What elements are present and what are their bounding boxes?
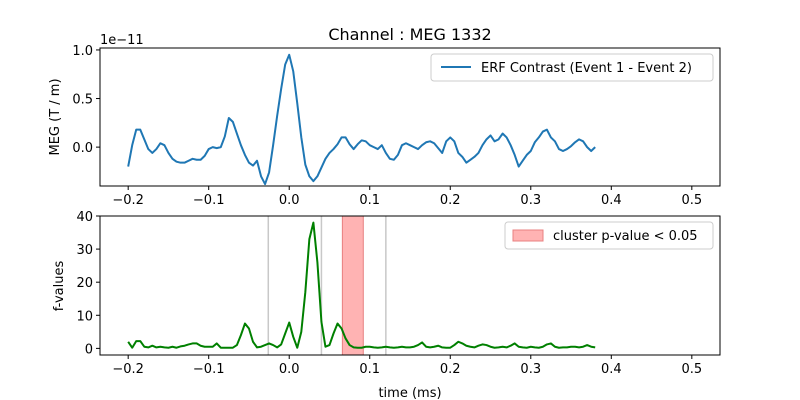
bottom-xtick-label: 0.4 (601, 362, 622, 377)
bottom-axes-frame (99, 215, 721, 356)
erf-contrast-line (127, 53, 596, 186)
bottom-ytick-label: 30 (76, 243, 93, 258)
bottom-ytick-label: 20 (76, 276, 93, 291)
bottom-ytick-label: 10 (76, 309, 93, 324)
bottom-xtick-label: 0.2 (440, 362, 461, 377)
top-legend-label: ERF Contrast (Event 1 - Event 2) (481, 61, 692, 76)
bottom-xtick-label: 0.5 (681, 362, 702, 377)
f-values-line (127, 221, 596, 349)
top-xtick-label: 0.3 (520, 193, 541, 208)
bottom-axes: −0.2 −0.1 0.0 0.1 0.2 0.3 0.4 0.5 0 10 20 30 40 f-va… (52, 210, 721, 400)
bottom-ytick-label: 0 (85, 342, 93, 357)
bottom-xtick-label: 0.3 (520, 362, 541, 377)
bottom-ytick-label: 40 (76, 210, 93, 225)
bottom-ticks: −0.2 −0.1 0.0 0.1 0.2 0.3 0.4 0.5 0 10 20 30 40 (76, 210, 702, 377)
top-ytick-label: 1.0 (72, 44, 93, 59)
top-ytick-label: 0.5 (72, 93, 93, 108)
top-ticks: −0.2 −0.1 0.0 0.1 0.2 0.3 0.4 0.5 0.0 0.5 1.0 (72, 44, 702, 208)
top-axes: −0.2 −0.1 0.0 0.1 0.2 0.3 0.4 0.5 0.0 0.5 1.0 1e−1… (48, 33, 721, 208)
bottom-legend-label: cluster p-value < 0.05 (553, 229, 698, 244)
top-xtick-label: 0.1 (359, 193, 380, 208)
bottom-xtick-label: −0.2 (112, 362, 144, 377)
bottom-xlabel: time (ms) (378, 386, 441, 400)
bottom-xtick-label: 0.0 (279, 362, 300, 377)
top-xtick-label: 0.4 (601, 193, 622, 208)
bottom-legend-box (504, 221, 714, 250)
bottom-xtick-label: 0.1 (359, 362, 380, 377)
top-axes-frame (99, 47, 721, 187)
top-xtick-label: −0.1 (193, 193, 225, 208)
cluster-legend-patch-icon (512, 229, 544, 242)
top-legend: ERF Contrast (Event 1 - Event 2) (430, 53, 714, 82)
top-offset-text: 1e−11 (100, 33, 144, 48)
bottom-ylabel: f-values (52, 261, 67, 312)
bottom-vlines (267, 216, 387, 355)
bottom-legend: cluster p-value < 0.05 (504, 221, 714, 250)
top-ytick-label: 0.0 (72, 141, 93, 156)
top-xtick-label: 0.2 (440, 193, 461, 208)
chart-title: Channel : MEG 1332 (328, 25, 491, 44)
top-ylabel: MEG (T / m) (48, 78, 63, 155)
top-xtick-label: 0.0 (279, 193, 300, 208)
cluster-span (341, 215, 364, 356)
top-xtick-label: 0.5 (681, 193, 702, 208)
top-xtick-label: −0.2 (112, 193, 144, 208)
top-legend-box (430, 53, 714, 82)
bottom-xtick-label: −0.1 (193, 362, 225, 377)
